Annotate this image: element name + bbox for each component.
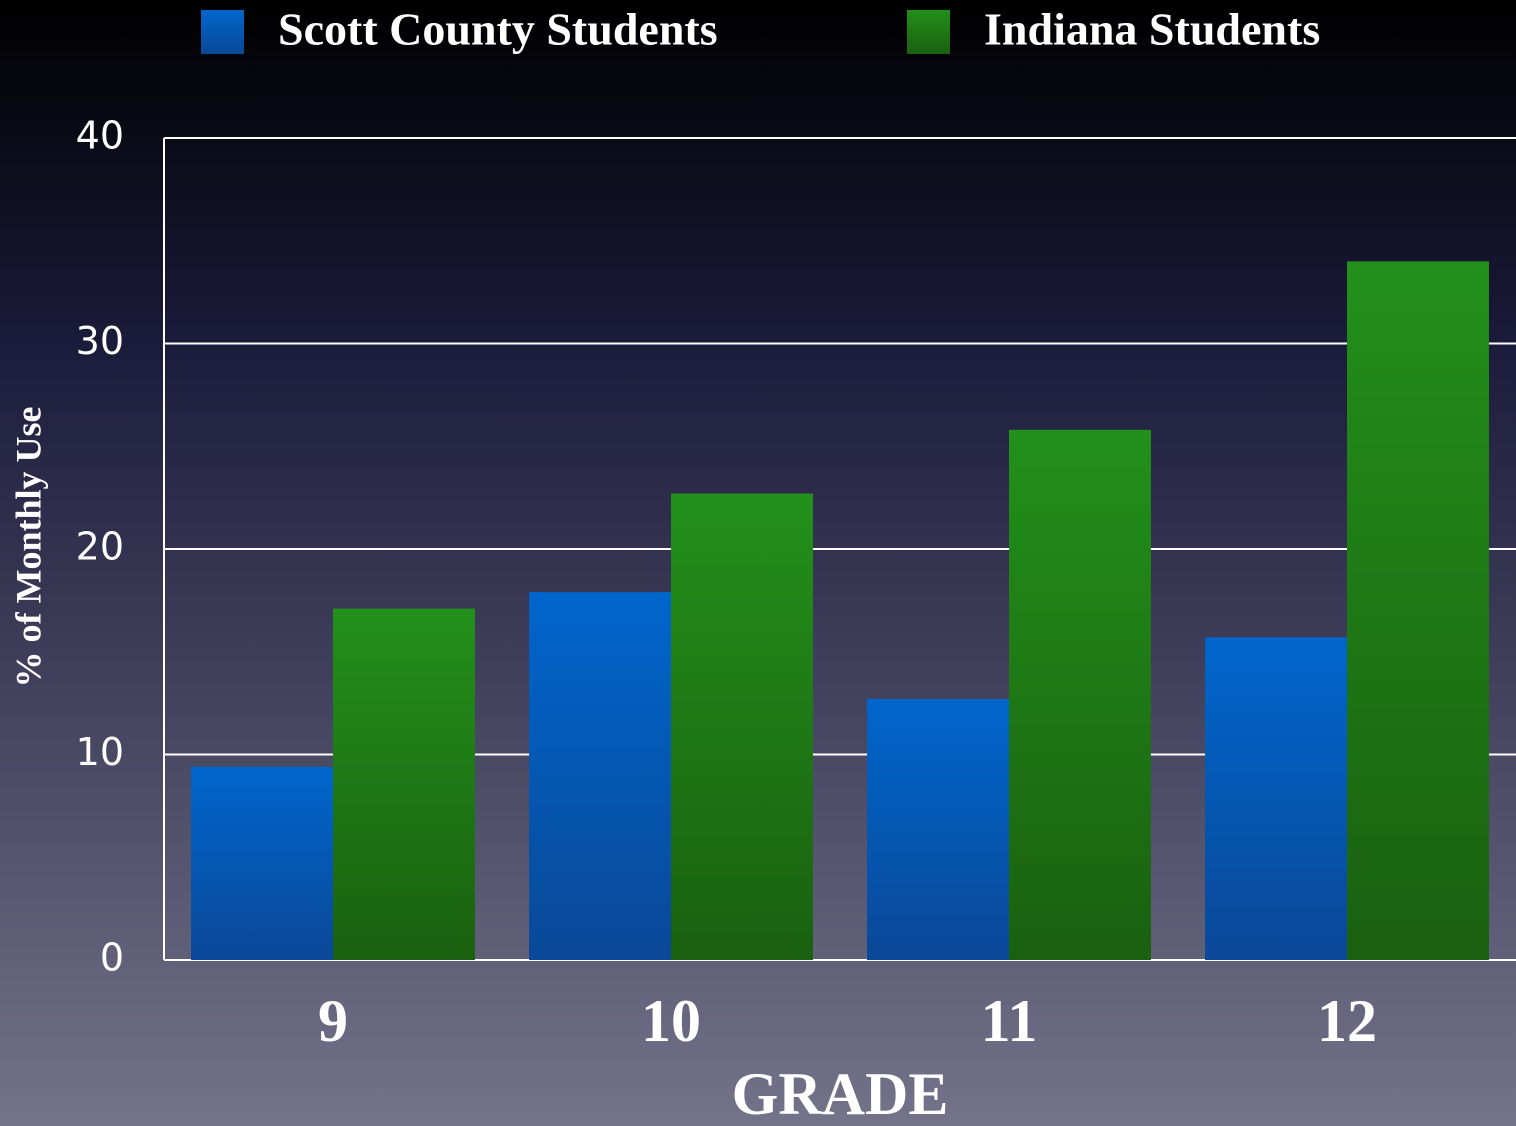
x-tick-label: 11 [981, 988, 1038, 1054]
legend-swatch [907, 10, 950, 54]
x-tick-label: 9 [318, 988, 348, 1054]
x-axis-label: GRADE [732, 1061, 949, 1126]
y-tick-label: 0 [100, 936, 124, 980]
y-tick-label: 40 [76, 114, 124, 158]
y-tick-label: 30 [76, 319, 124, 363]
bar [867, 699, 1009, 960]
bar [1009, 429, 1151, 960]
bar [191, 766, 333, 960]
y-axis-label: % of Monthly Use [8, 406, 48, 687]
bar [671, 493, 813, 960]
bar [1205, 637, 1347, 960]
y-tick-label: 10 [76, 730, 124, 774]
y-tick-label: 20 [76, 525, 124, 569]
bar [333, 608, 475, 960]
legend-swatch [201, 10, 244, 54]
legend-label: Indiana Students [984, 4, 1320, 55]
bar [529, 592, 671, 960]
legend-label: Scott County Students [278, 4, 718, 55]
bar [1347, 261, 1489, 960]
x-tick-label: 12 [1317, 988, 1377, 1054]
x-tick-label: 10 [641, 988, 701, 1054]
